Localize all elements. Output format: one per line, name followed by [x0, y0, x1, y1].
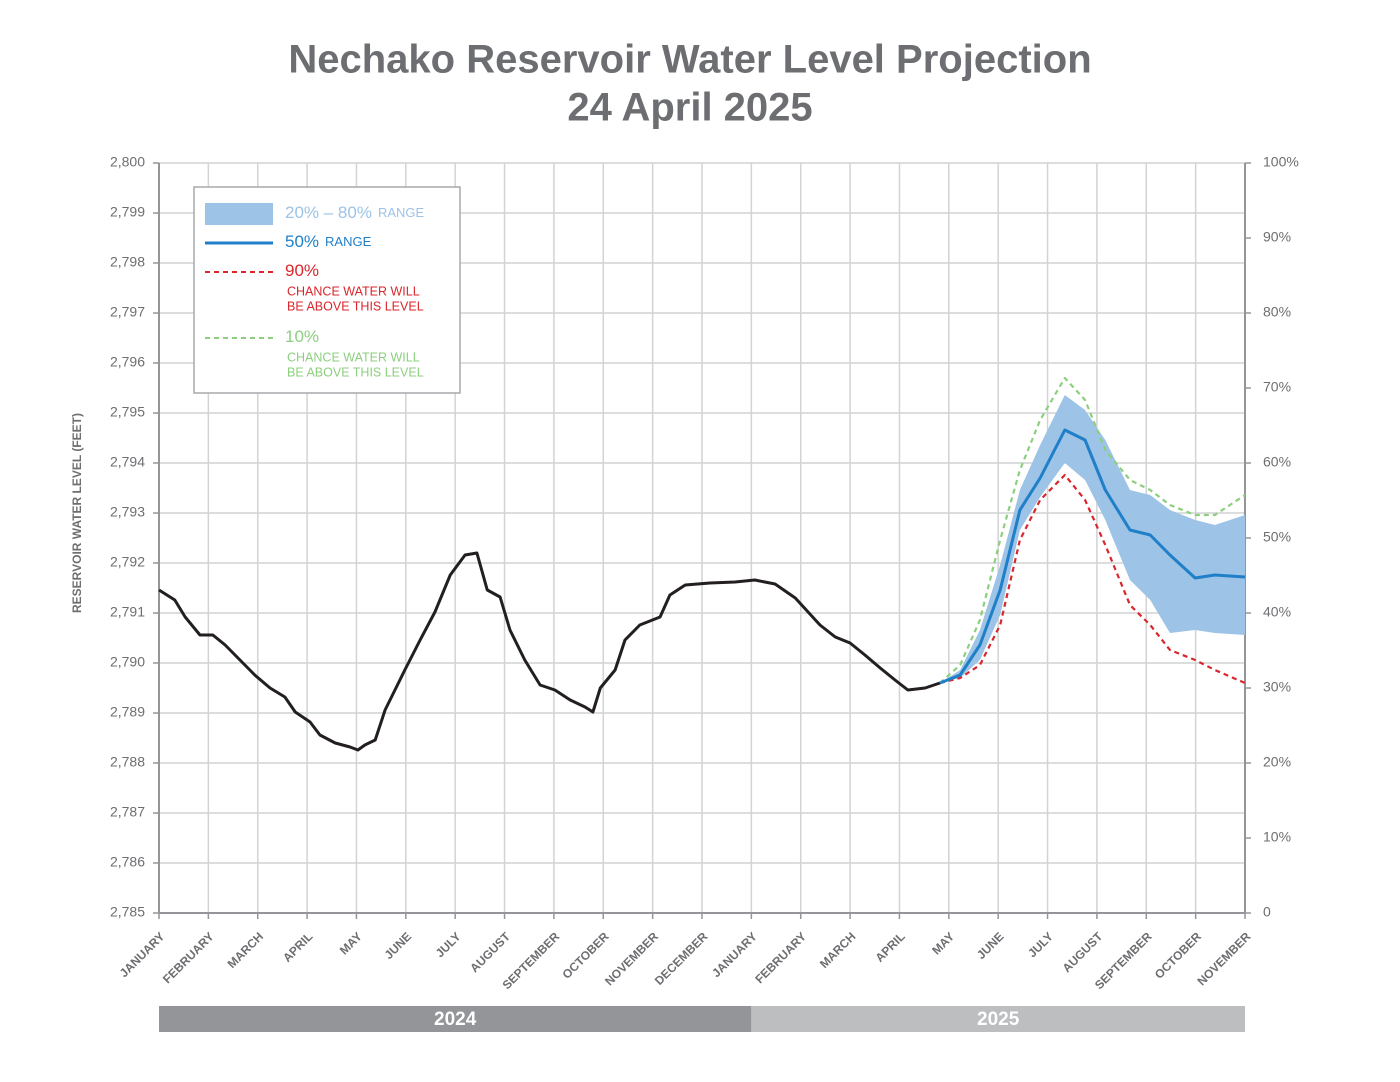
x-tick-label: AUGUST — [467, 929, 513, 975]
y-tick-label: 2,796 — [110, 354, 145, 370]
y2-tick-label: 30% — [1263, 679, 1291, 695]
legend-description: CHANCE WATER WILL — [287, 284, 420, 298]
y2-tick-label: 60% — [1263, 454, 1291, 470]
year-band — [159, 1006, 752, 1032]
legend-name: 50% — [285, 232, 319, 251]
x-tick-label: FEBRUARY — [160, 929, 217, 986]
y-tick-label: 2,790 — [110, 654, 145, 670]
series-line — [939, 473, 1246, 685]
x-tick-label: NOVEMBER — [1194, 929, 1253, 988]
x-tick-label: AUGUST — [1060, 929, 1106, 975]
y-tick-label: 2,787 — [110, 804, 145, 820]
legend-swatch — [205, 203, 273, 225]
series-line — [158, 551, 941, 752]
legend-label: 20% – 80% RANGE — [285, 203, 425, 222]
x-tick-label: MAY — [929, 929, 957, 957]
legend: 20% – 80% RANGE 50% RANGE 90% CHANCE WATER WI… — [193, 186, 461, 394]
x-tick-label: JUNE — [974, 929, 1007, 962]
legend-name: 10% — [285, 327, 319, 346]
x-tick-label: OCTOBER — [559, 929, 611, 981]
y2-tick-label: 70% — [1263, 379, 1291, 395]
legend-name: 90% — [285, 261, 319, 280]
y-axis-label: RESERVOIR WATER LEVEL (FEET) — [70, 413, 84, 613]
y-tick-label: 2,795 — [110, 404, 145, 420]
y-tick-label: 2,789 — [110, 704, 145, 720]
x-tick-label: FEBRUARY — [752, 929, 809, 986]
x-tick-label: MARCH — [817, 929, 858, 970]
x-tick-label: JULY — [433, 929, 464, 960]
x-tick-label: APRIL — [280, 929, 315, 964]
y-tick-label: 2,800 — [110, 154, 145, 170]
year-band — [751, 1006, 1245, 1032]
y-tick-label: 2,793 — [110, 504, 145, 520]
x-tick-label: JUNE — [382, 929, 415, 962]
x-tick-label: DECEMBER — [652, 929, 711, 988]
legend-description: CHANCE WATER WILL — [287, 350, 420, 364]
x-tick-label: MARCH — [225, 929, 266, 970]
legend-label: 50% RANGE — [285, 232, 372, 251]
x-tick-label: JANUARY — [709, 929, 760, 980]
chart-subtitle: 24 April 2025 — [567, 86, 812, 130]
legend-name: 20% – 80% — [285, 203, 372, 222]
legend-description: BE ABOVE THIS LEVEL — [287, 365, 424, 379]
y-tick-label: 2,799 — [110, 204, 145, 220]
y2-tick-label: 100% — [1263, 154, 1299, 170]
y2-tick-label: 90% — [1263, 229, 1291, 245]
legend-description: BE ABOVE THIS LEVEL — [287, 299, 424, 313]
x-tick-label: OCTOBER — [1152, 929, 1204, 981]
y2-tick-label: 10% — [1263, 829, 1291, 845]
y-tick-label: 2,792 — [110, 554, 145, 570]
x-tick-label: APRIL — [872, 929, 907, 964]
legend-label: 10% — [285, 327, 319, 346]
legend-suffix: RANGE — [378, 205, 425, 220]
chart-title: Nechako Reservoir Water Level Projection — [288, 38, 1091, 82]
legend-suffix: RANGE — [325, 234, 372, 249]
y-tick-label: 2,786 — [110, 854, 145, 870]
range-band — [939, 395, 1245, 683]
y2-tick-label: 80% — [1263, 304, 1291, 320]
y-tick-label: 2,788 — [110, 754, 145, 770]
y-tick-label: 2,797 — [110, 304, 145, 320]
x-tick-label: JANUARY — [117, 929, 168, 980]
x-tick-label: JULY — [1025, 929, 1056, 960]
y2-tick-label: 40% — [1263, 604, 1291, 620]
series-line — [939, 428, 1246, 685]
y2-tick-label: 20% — [1263, 754, 1291, 770]
y-tick-label: 2,785 — [110, 904, 145, 920]
y-tick-label: 2,798 — [110, 254, 145, 270]
y-tick-label: 2,794 — [110, 454, 145, 470]
year-label: 2025 — [977, 1009, 1020, 1030]
year-label: 2024 — [434, 1009, 477, 1030]
y-tick-label: 2,791 — [110, 604, 145, 620]
x-tick-label: MAY — [337, 929, 365, 957]
legend-label: 90% — [285, 261, 319, 280]
y2-tick-label: 0 — [1263, 904, 1271, 920]
y2-tick-label: 50% — [1263, 529, 1291, 545]
series-line — [939, 376, 1246, 684]
